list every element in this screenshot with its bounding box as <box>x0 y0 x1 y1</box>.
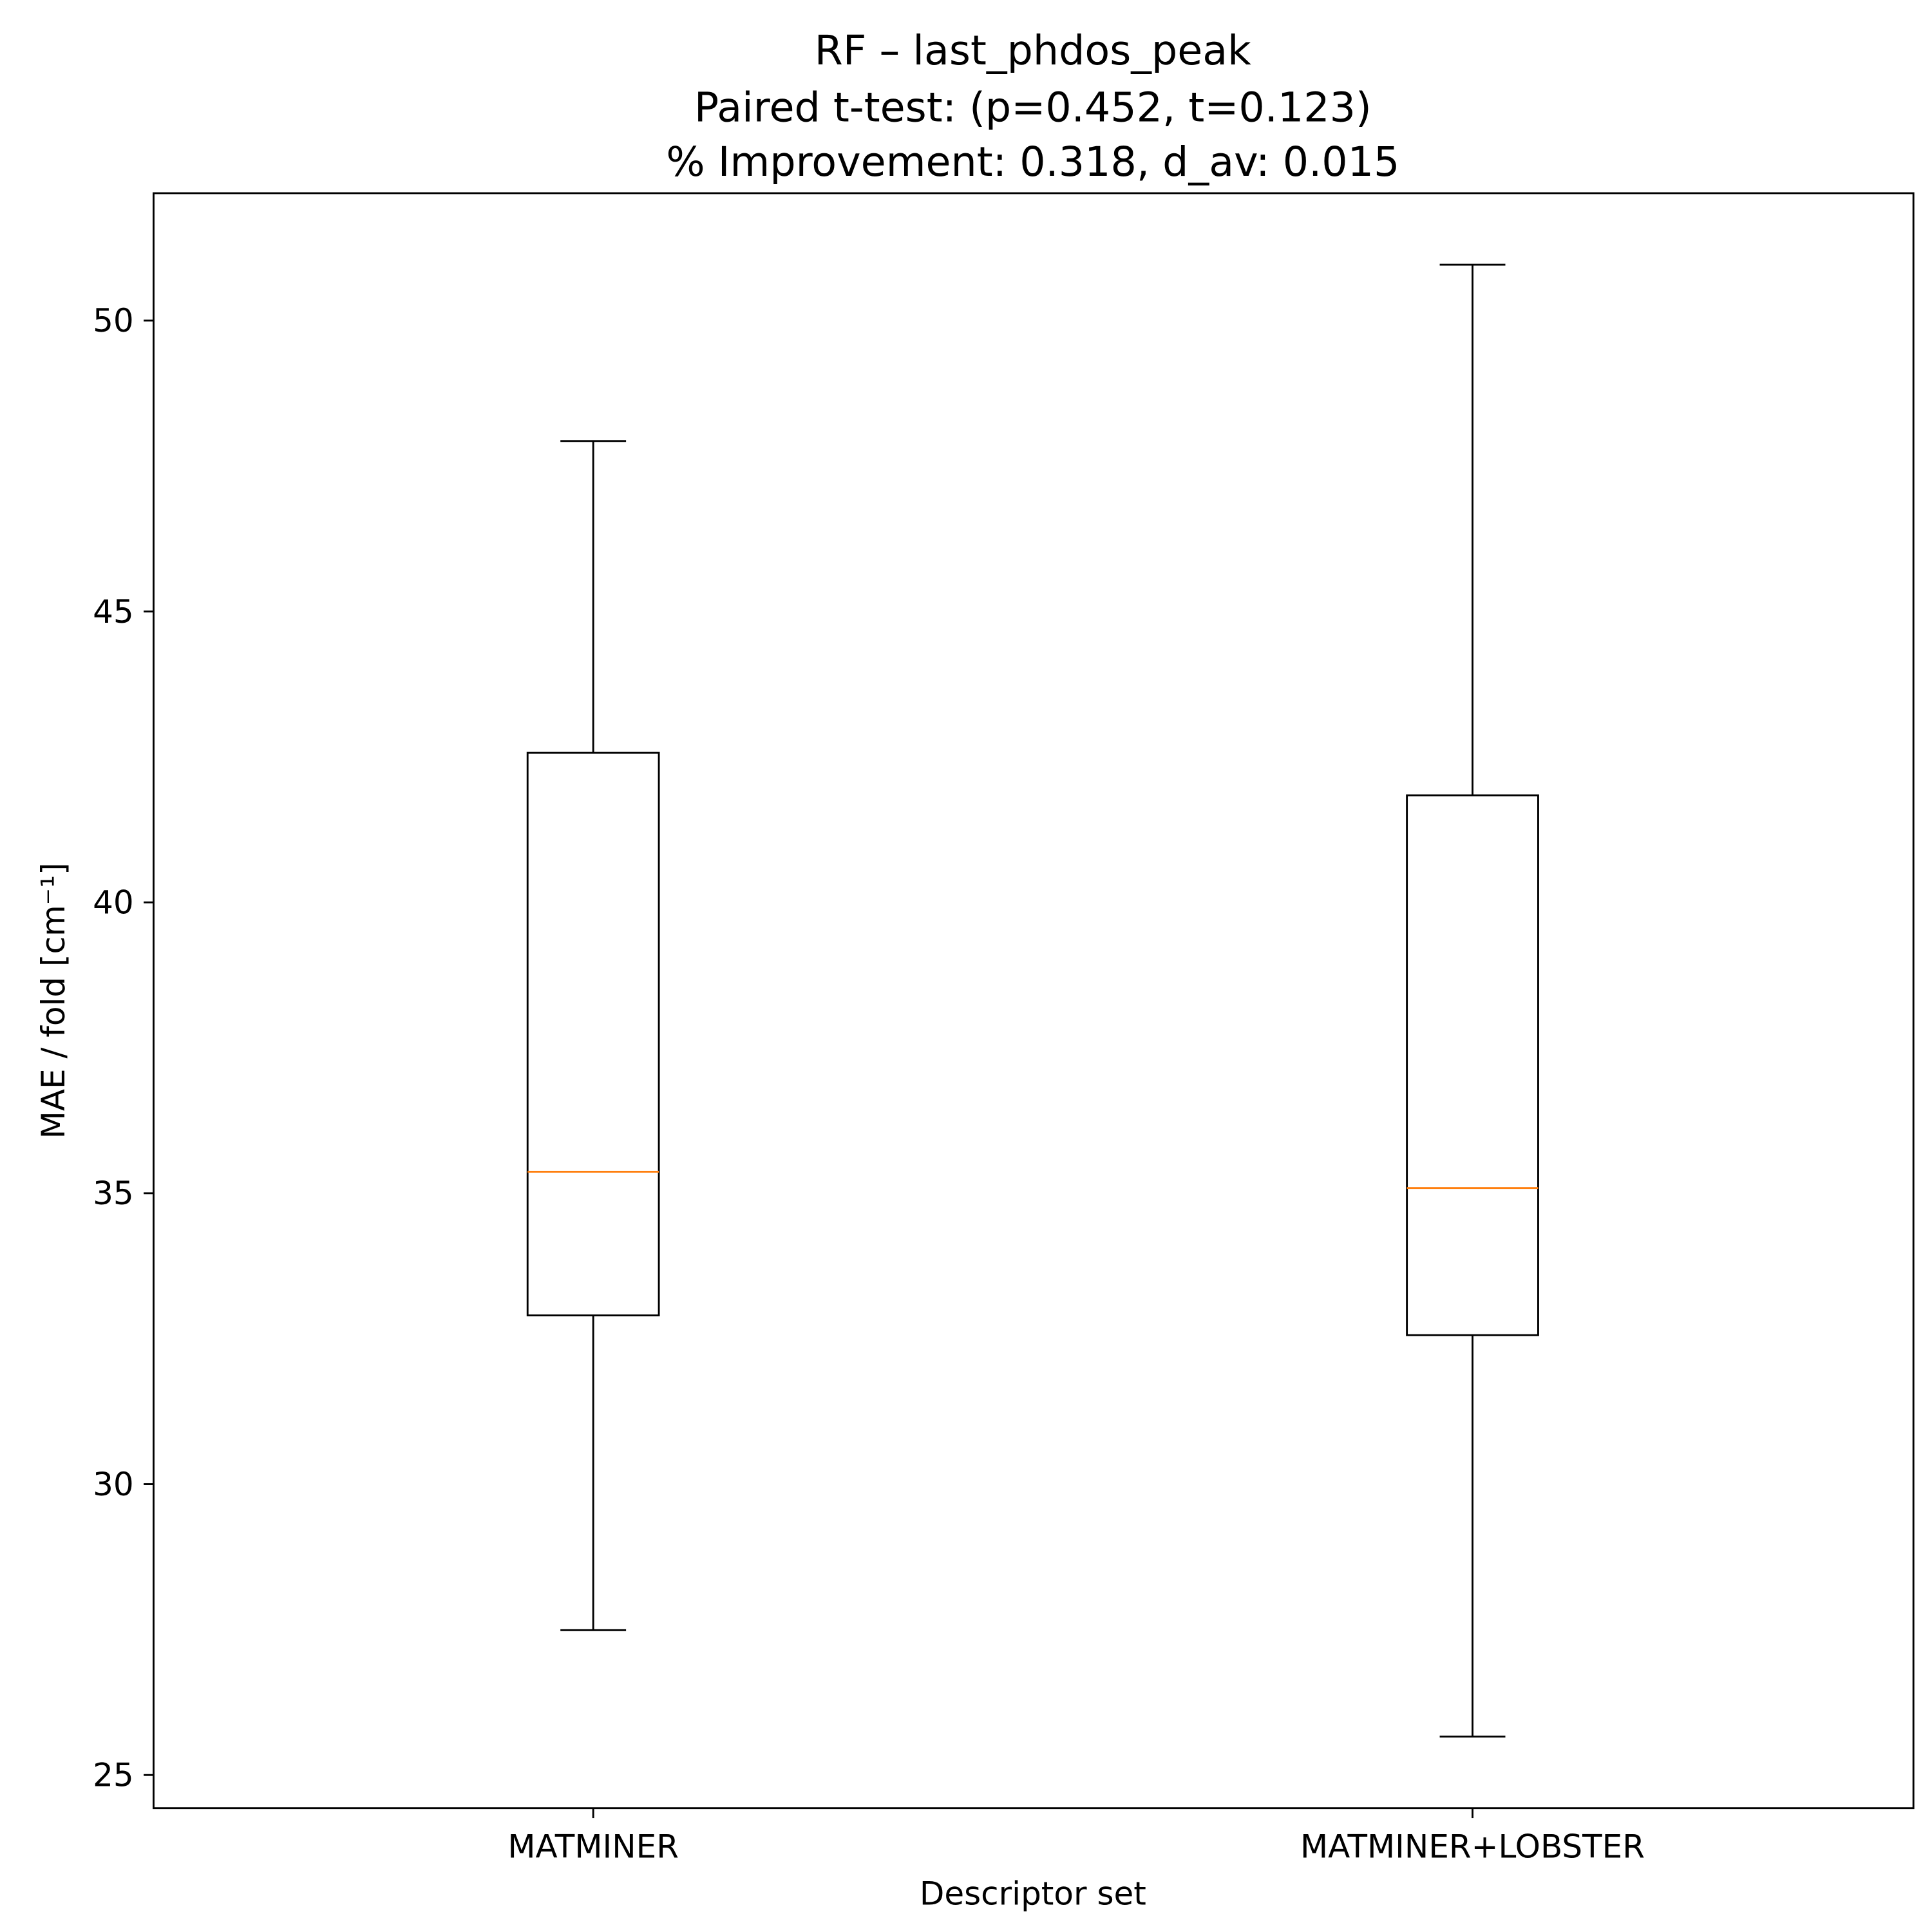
box-body <box>1406 794 1539 1336</box>
chart-title: RF – last_phdos_peak Paired t-test: (p=0… <box>666 26 1399 185</box>
x-tick-label: MATMINER+LOBSTER <box>1300 1828 1645 1866</box>
box-1 <box>526 440 660 1631</box>
y-tick-label: 35 <box>93 1175 134 1212</box>
title-line-2: Paired t-test: (p=0.452, t=0.123) <box>694 83 1372 131</box>
y-tick-label: 30 <box>93 1466 134 1503</box>
title-line-3: % Improvement: 0.318, d_av: 0.015 <box>666 138 1399 185</box>
y-tick-label: 40 <box>93 884 134 921</box>
x-tick-label: MATMINER <box>507 1828 679 1866</box>
box-body <box>526 752 660 1316</box>
y-tick-label: 45 <box>93 593 134 630</box>
x-axis-label: Descriptor set <box>920 1875 1146 1913</box>
y-axis-label: MAE / fold [cm⁻¹] <box>35 862 72 1139</box>
title-line-1: RF – last_phdos_peak <box>815 26 1251 74</box>
box-2 <box>1406 263 1539 1738</box>
y-tick-label: 50 <box>93 302 134 339</box>
y-tick-label: 25 <box>93 1757 134 1794</box>
plot-frame <box>153 192 1915 1810</box>
